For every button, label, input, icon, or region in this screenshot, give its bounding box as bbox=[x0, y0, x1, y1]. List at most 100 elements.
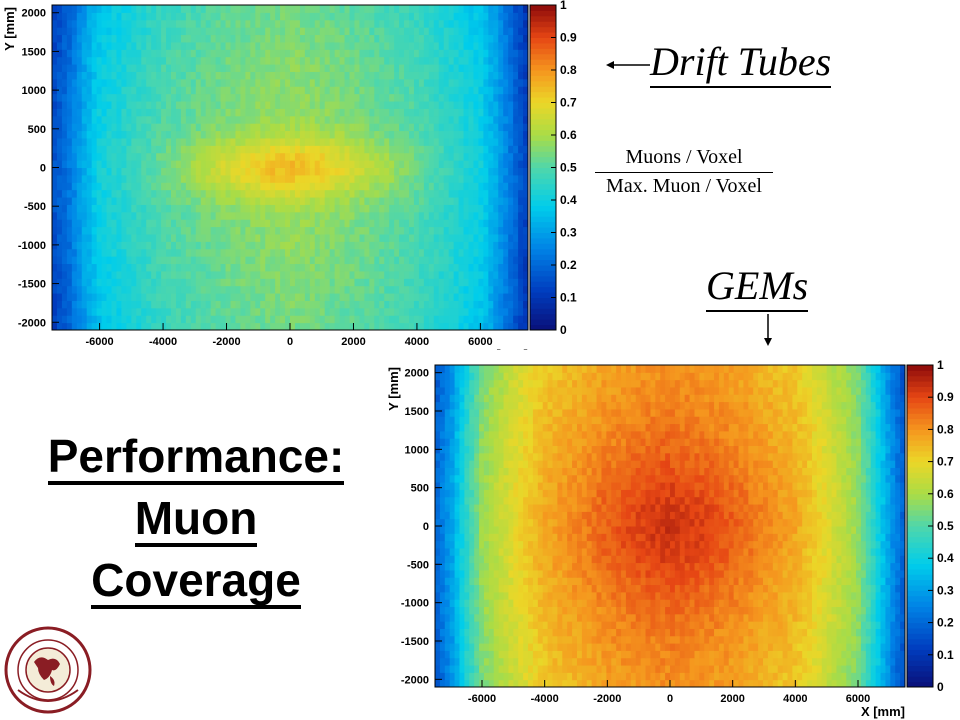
heatmap-cell bbox=[464, 672, 470, 681]
heatmap-cell bbox=[349, 174, 355, 183]
heatmap-cell bbox=[324, 123, 331, 132]
heatmap-cell bbox=[275, 182, 281, 191]
heatmap-cell bbox=[453, 233, 460, 242]
heatmap-cell bbox=[369, 49, 375, 58]
heatmap-cell bbox=[265, 86, 271, 95]
heatmap-cell bbox=[404, 34, 410, 43]
heatmap-cell bbox=[136, 197, 142, 205]
heatmap-cell bbox=[314, 152, 321, 161]
heatmap-cell bbox=[458, 300, 465, 309]
heatmap-cell bbox=[394, 293, 400, 301]
heatmap-cell bbox=[339, 278, 346, 287]
heatmap-cell bbox=[255, 300, 261, 309]
heatmap-cell bbox=[865, 657, 872, 666]
heatmap-cell bbox=[733, 672, 740, 681]
heatmap-cell bbox=[463, 71, 469, 80]
heatmap-cell bbox=[215, 152, 222, 161]
heatmap-cell bbox=[468, 167, 474, 176]
heatmap-cell bbox=[428, 160, 435, 168]
heatmap-cell bbox=[319, 285, 326, 294]
heatmap-cell bbox=[235, 219, 241, 228]
heatmap-cell bbox=[171, 248, 177, 257]
heatmap-cell bbox=[260, 34, 266, 43]
heatmap-cell bbox=[309, 12, 316, 21]
heatmap-cell bbox=[364, 123, 370, 132]
heatmap-cell bbox=[319, 189, 326, 198]
heatmap-cell bbox=[205, 56, 212, 65]
colorbar-segment bbox=[530, 162, 556, 168]
heatmap-cell bbox=[285, 256, 291, 265]
heatmap-cell bbox=[596, 657, 602, 666]
heatmap-cell bbox=[334, 189, 341, 198]
heatmap-cell bbox=[195, 49, 202, 58]
heatmap-cell bbox=[374, 93, 380, 102]
heatmap-cell bbox=[299, 41, 306, 50]
colorbar-segment bbox=[530, 200, 556, 206]
heatmap-cell bbox=[230, 278, 236, 287]
heatmap-cell bbox=[195, 101, 202, 109]
colorbar-segment bbox=[530, 129, 556, 136]
heatmap-cell bbox=[255, 197, 261, 205]
heatmap-cell bbox=[474, 657, 480, 666]
heatmap-cell bbox=[404, 241, 410, 250]
heatmap-cell bbox=[354, 174, 360, 183]
heatmap-cell bbox=[513, 115, 519, 124]
heatmap-cell bbox=[733, 657, 740, 666]
heatmap-cell bbox=[344, 285, 350, 294]
heatmap-cell bbox=[280, 197, 286, 205]
heatmap-cell bbox=[518, 5, 524, 13]
heatmap-cell bbox=[220, 160, 227, 168]
heatmap-cell bbox=[245, 41, 251, 50]
heatmap-cell bbox=[369, 248, 375, 257]
heatmap-cell bbox=[404, 263, 410, 272]
heatmap-cell bbox=[156, 152, 162, 161]
heatmap-cell bbox=[468, 108, 474, 117]
heatmap-cell bbox=[136, 211, 142, 220]
heatmap-cell bbox=[195, 285, 202, 294]
heatmap-cell bbox=[265, 160, 271, 168]
heatmap-cell bbox=[523, 293, 529, 301]
heatmap-cell bbox=[285, 241, 291, 250]
heatmap-cell bbox=[364, 182, 370, 191]
heatmap-cell bbox=[523, 665, 529, 673]
heatmap-cell bbox=[334, 241, 341, 250]
heatmap-cell bbox=[235, 241, 241, 250]
colorbar-tick-label: 0.4 bbox=[560, 193, 577, 207]
heatmap-cell bbox=[76, 233, 83, 242]
heatmap-cell bbox=[136, 322, 142, 331]
heatmap-cell bbox=[523, 278, 529, 287]
heatmap-cell bbox=[797, 665, 803, 673]
heatmap-cell bbox=[679, 665, 686, 673]
heatmap-cell bbox=[285, 115, 291, 124]
heatmap-cell bbox=[329, 41, 336, 50]
heatmap-cell bbox=[136, 278, 142, 287]
heatmap-cell bbox=[290, 219, 296, 228]
heatmap-cell bbox=[240, 256, 246, 265]
heatmap-cell bbox=[518, 197, 524, 205]
heatmap-cell bbox=[816, 672, 823, 681]
heatmap-cell bbox=[190, 256, 197, 265]
heatmap-cell bbox=[413, 270, 420, 279]
heatmap-cell bbox=[448, 145, 455, 154]
heatmap-cell bbox=[255, 101, 261, 109]
heatmap-cell bbox=[121, 307, 127, 316]
heatmap-cell bbox=[324, 101, 331, 109]
heatmap-cell bbox=[180, 189, 187, 198]
heatmap-cell bbox=[304, 219, 311, 228]
heatmap-cell bbox=[319, 315, 326, 324]
heatmap-cell bbox=[91, 71, 98, 80]
heatmap-cell bbox=[131, 182, 137, 191]
heatmap-cell bbox=[428, 167, 435, 176]
heatmap-cell bbox=[76, 123, 83, 132]
heatmap-cell bbox=[463, 5, 469, 13]
heatmap-cell bbox=[265, 130, 271, 139]
heatmap-cell bbox=[458, 108, 465, 117]
heatmap-cell bbox=[349, 248, 355, 257]
heatmap-cell bbox=[349, 93, 355, 102]
heatmap-cell bbox=[255, 241, 261, 250]
heatmap-cell bbox=[498, 167, 504, 176]
heatmap-cell bbox=[71, 93, 78, 102]
heatmap-cell bbox=[384, 78, 390, 87]
heatmap-cell bbox=[449, 635, 456, 644]
heatmap-cell bbox=[448, 285, 455, 294]
